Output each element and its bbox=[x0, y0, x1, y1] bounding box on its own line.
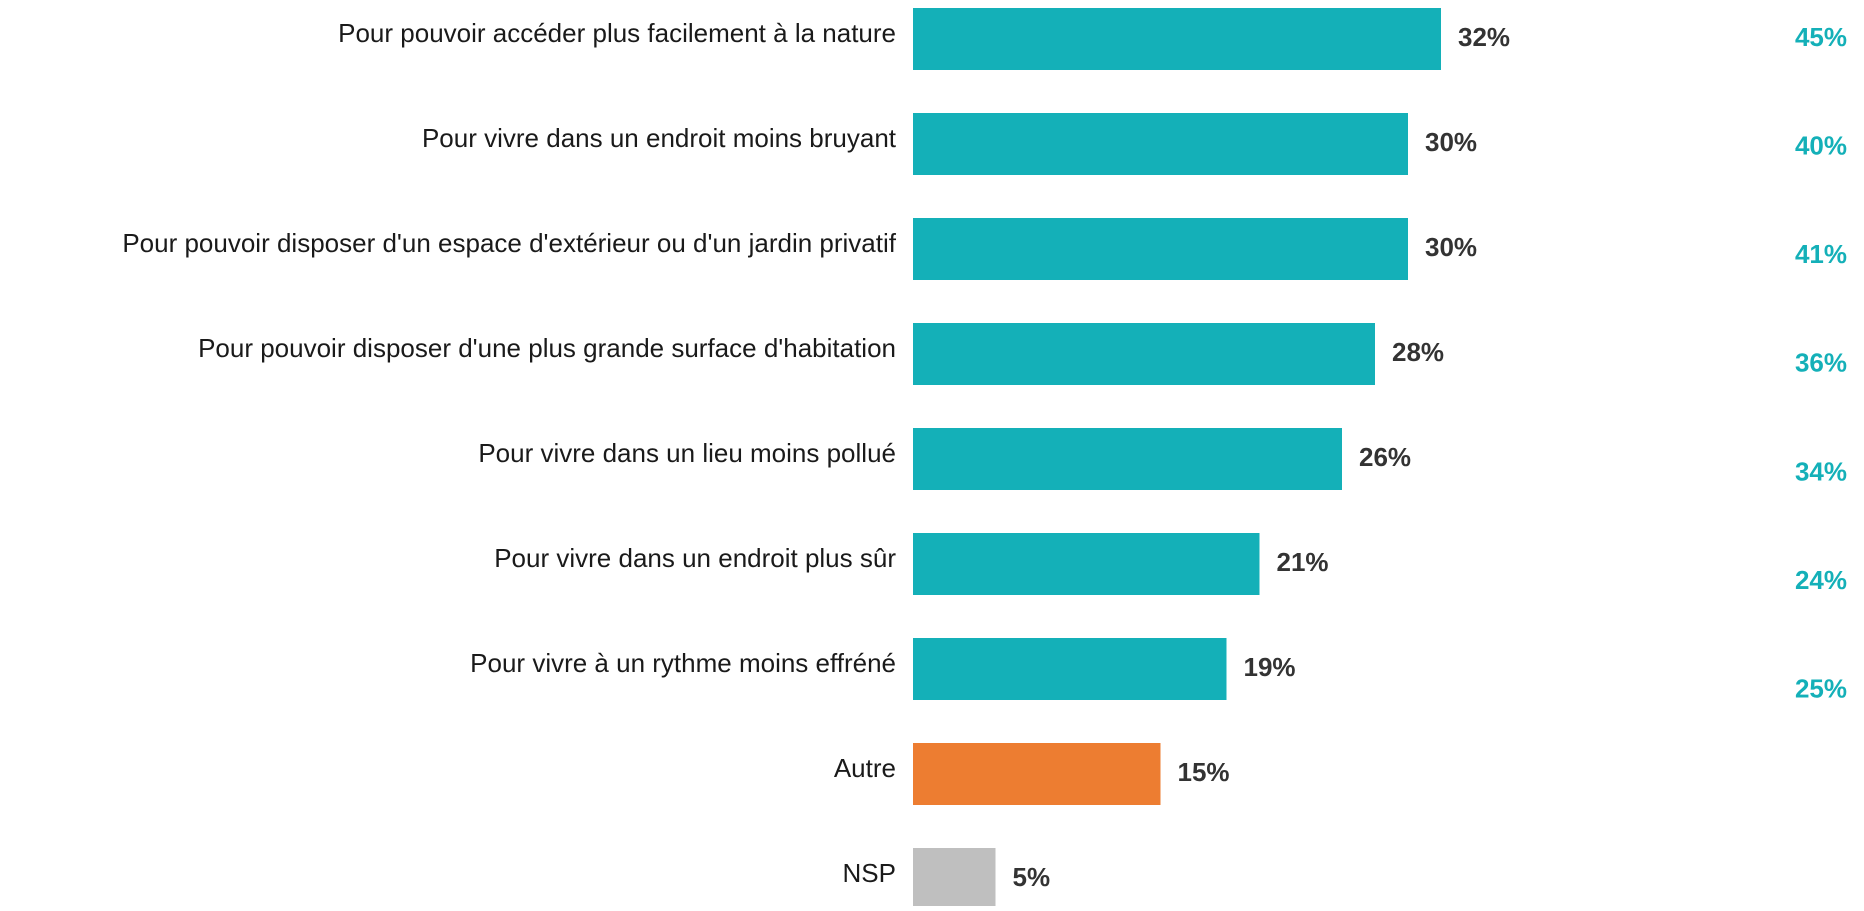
value-label: 5% bbox=[1013, 862, 1051, 892]
bar bbox=[913, 218, 1408, 280]
bar bbox=[913, 848, 996, 910]
value-label: 30% bbox=[1425, 127, 1477, 157]
comparison-label: 25% bbox=[1795, 673, 1847, 703]
bar bbox=[913, 743, 1161, 805]
bar bbox=[913, 113, 1408, 175]
comparison-label: 41% bbox=[1795, 239, 1847, 269]
bar bbox=[913, 428, 1342, 490]
category-label: Pour vivre à un rythme moins effréné bbox=[470, 648, 896, 678]
category-label: Pour vivre dans un lieu moins pollué bbox=[478, 438, 896, 468]
comparison-label: 36% bbox=[1795, 348, 1847, 378]
category-label: Pour vivre dans un endroit moins bruyant bbox=[422, 123, 897, 153]
bar bbox=[913, 323, 1375, 385]
value-label: 19% bbox=[1244, 652, 1296, 682]
value-label: 26% bbox=[1359, 442, 1411, 472]
bar bbox=[913, 8, 1441, 70]
value-label: 30% bbox=[1425, 232, 1477, 262]
category-label: Pour pouvoir disposer d'un espace d'exté… bbox=[122, 228, 896, 258]
category-label: Autre bbox=[834, 753, 896, 783]
value-label: 15% bbox=[1178, 757, 1230, 787]
comparison-label: 40% bbox=[1795, 130, 1847, 160]
category-label: Pour pouvoir disposer d'une plus grande … bbox=[198, 333, 896, 363]
category-label: Pour pouvoir accéder plus facilement à l… bbox=[338, 18, 896, 48]
comparison-label: 45% bbox=[1795, 22, 1847, 52]
value-label: 21% bbox=[1277, 547, 1329, 577]
value-label: 28% bbox=[1392, 337, 1444, 367]
category-label: NSP bbox=[843, 858, 896, 888]
value-label: 32% bbox=[1458, 22, 1510, 52]
comparison-label: 24% bbox=[1795, 565, 1847, 595]
comparison-label: 34% bbox=[1795, 456, 1847, 486]
bar bbox=[913, 638, 1227, 700]
category-label: Pour vivre dans un endroit plus sûr bbox=[494, 543, 896, 573]
bar bbox=[913, 533, 1260, 595]
